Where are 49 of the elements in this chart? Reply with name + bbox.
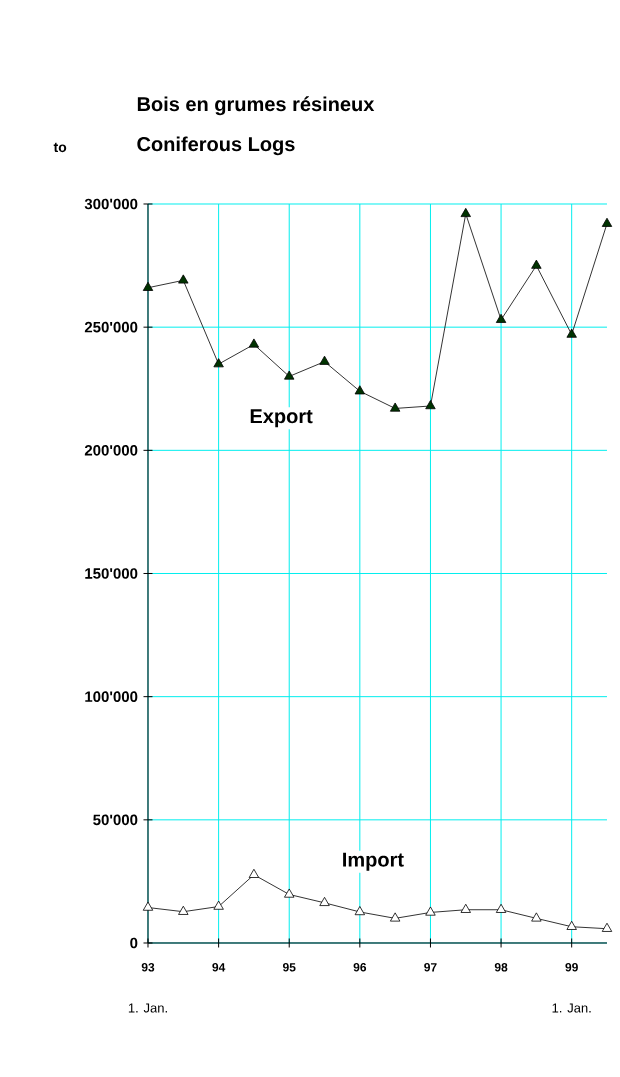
point <box>319 896 330 906</box>
point <box>142 901 154 911</box>
x-tick-label: 97 <box>424 963 437 972</box>
point <box>389 912 401 922</box>
x-tick-label: 96 <box>353 963 367 972</box>
point <box>248 338 260 348</box>
y-tick-label: 250'000 <box>84 321 138 333</box>
y-tick-label: 0 <box>130 937 138 949</box>
text: 1. Jan. <box>552 1003 591 1013</box>
y-axis-title: to <box>53 142 67 153</box>
point <box>531 912 542 922</box>
point <box>248 868 260 878</box>
point <box>178 905 189 915</box>
x-tick-label: 93 <box>141 963 155 972</box>
point <box>460 903 471 913</box>
x-tick-label: 98 <box>494 963 508 972</box>
point <box>284 370 295 380</box>
point <box>389 402 401 412</box>
point <box>566 920 577 930</box>
point <box>178 274 189 284</box>
x-tick-label: 94 <box>212 963 226 972</box>
point <box>319 355 330 365</box>
point <box>601 922 613 932</box>
x-tick-label: 99 <box>565 963 578 972</box>
text: 1. Jan. <box>128 1003 167 1013</box>
chart-title: Bois en grumes résineux <box>137 96 375 116</box>
y-tick-label: 150'000 <box>85 568 138 579</box>
series-label: Export <box>250 409 313 428</box>
y-tick-label: 300'000 <box>84 198 138 210</box>
point <box>566 328 577 338</box>
point <box>601 217 613 227</box>
point <box>495 903 507 913</box>
point <box>531 259 542 269</box>
x-tick-label: 95 <box>282 963 296 972</box>
point <box>284 888 295 898</box>
point <box>495 313 507 323</box>
y-tick-label: 50'000 <box>93 814 138 826</box>
point <box>354 906 366 916</box>
point <box>142 281 154 291</box>
y-tick-label: 200'000 <box>84 445 138 456</box>
series-label: Import <box>343 852 404 871</box>
point <box>213 900 224 910</box>
point <box>460 207 471 217</box>
y-tick-label: 100'000 <box>85 691 138 702</box>
point <box>425 400 436 410</box>
chart-subtitle: Coniferous Logs <box>137 136 295 156</box>
point <box>425 906 436 916</box>
point <box>354 385 366 395</box>
point <box>213 358 224 368</box>
